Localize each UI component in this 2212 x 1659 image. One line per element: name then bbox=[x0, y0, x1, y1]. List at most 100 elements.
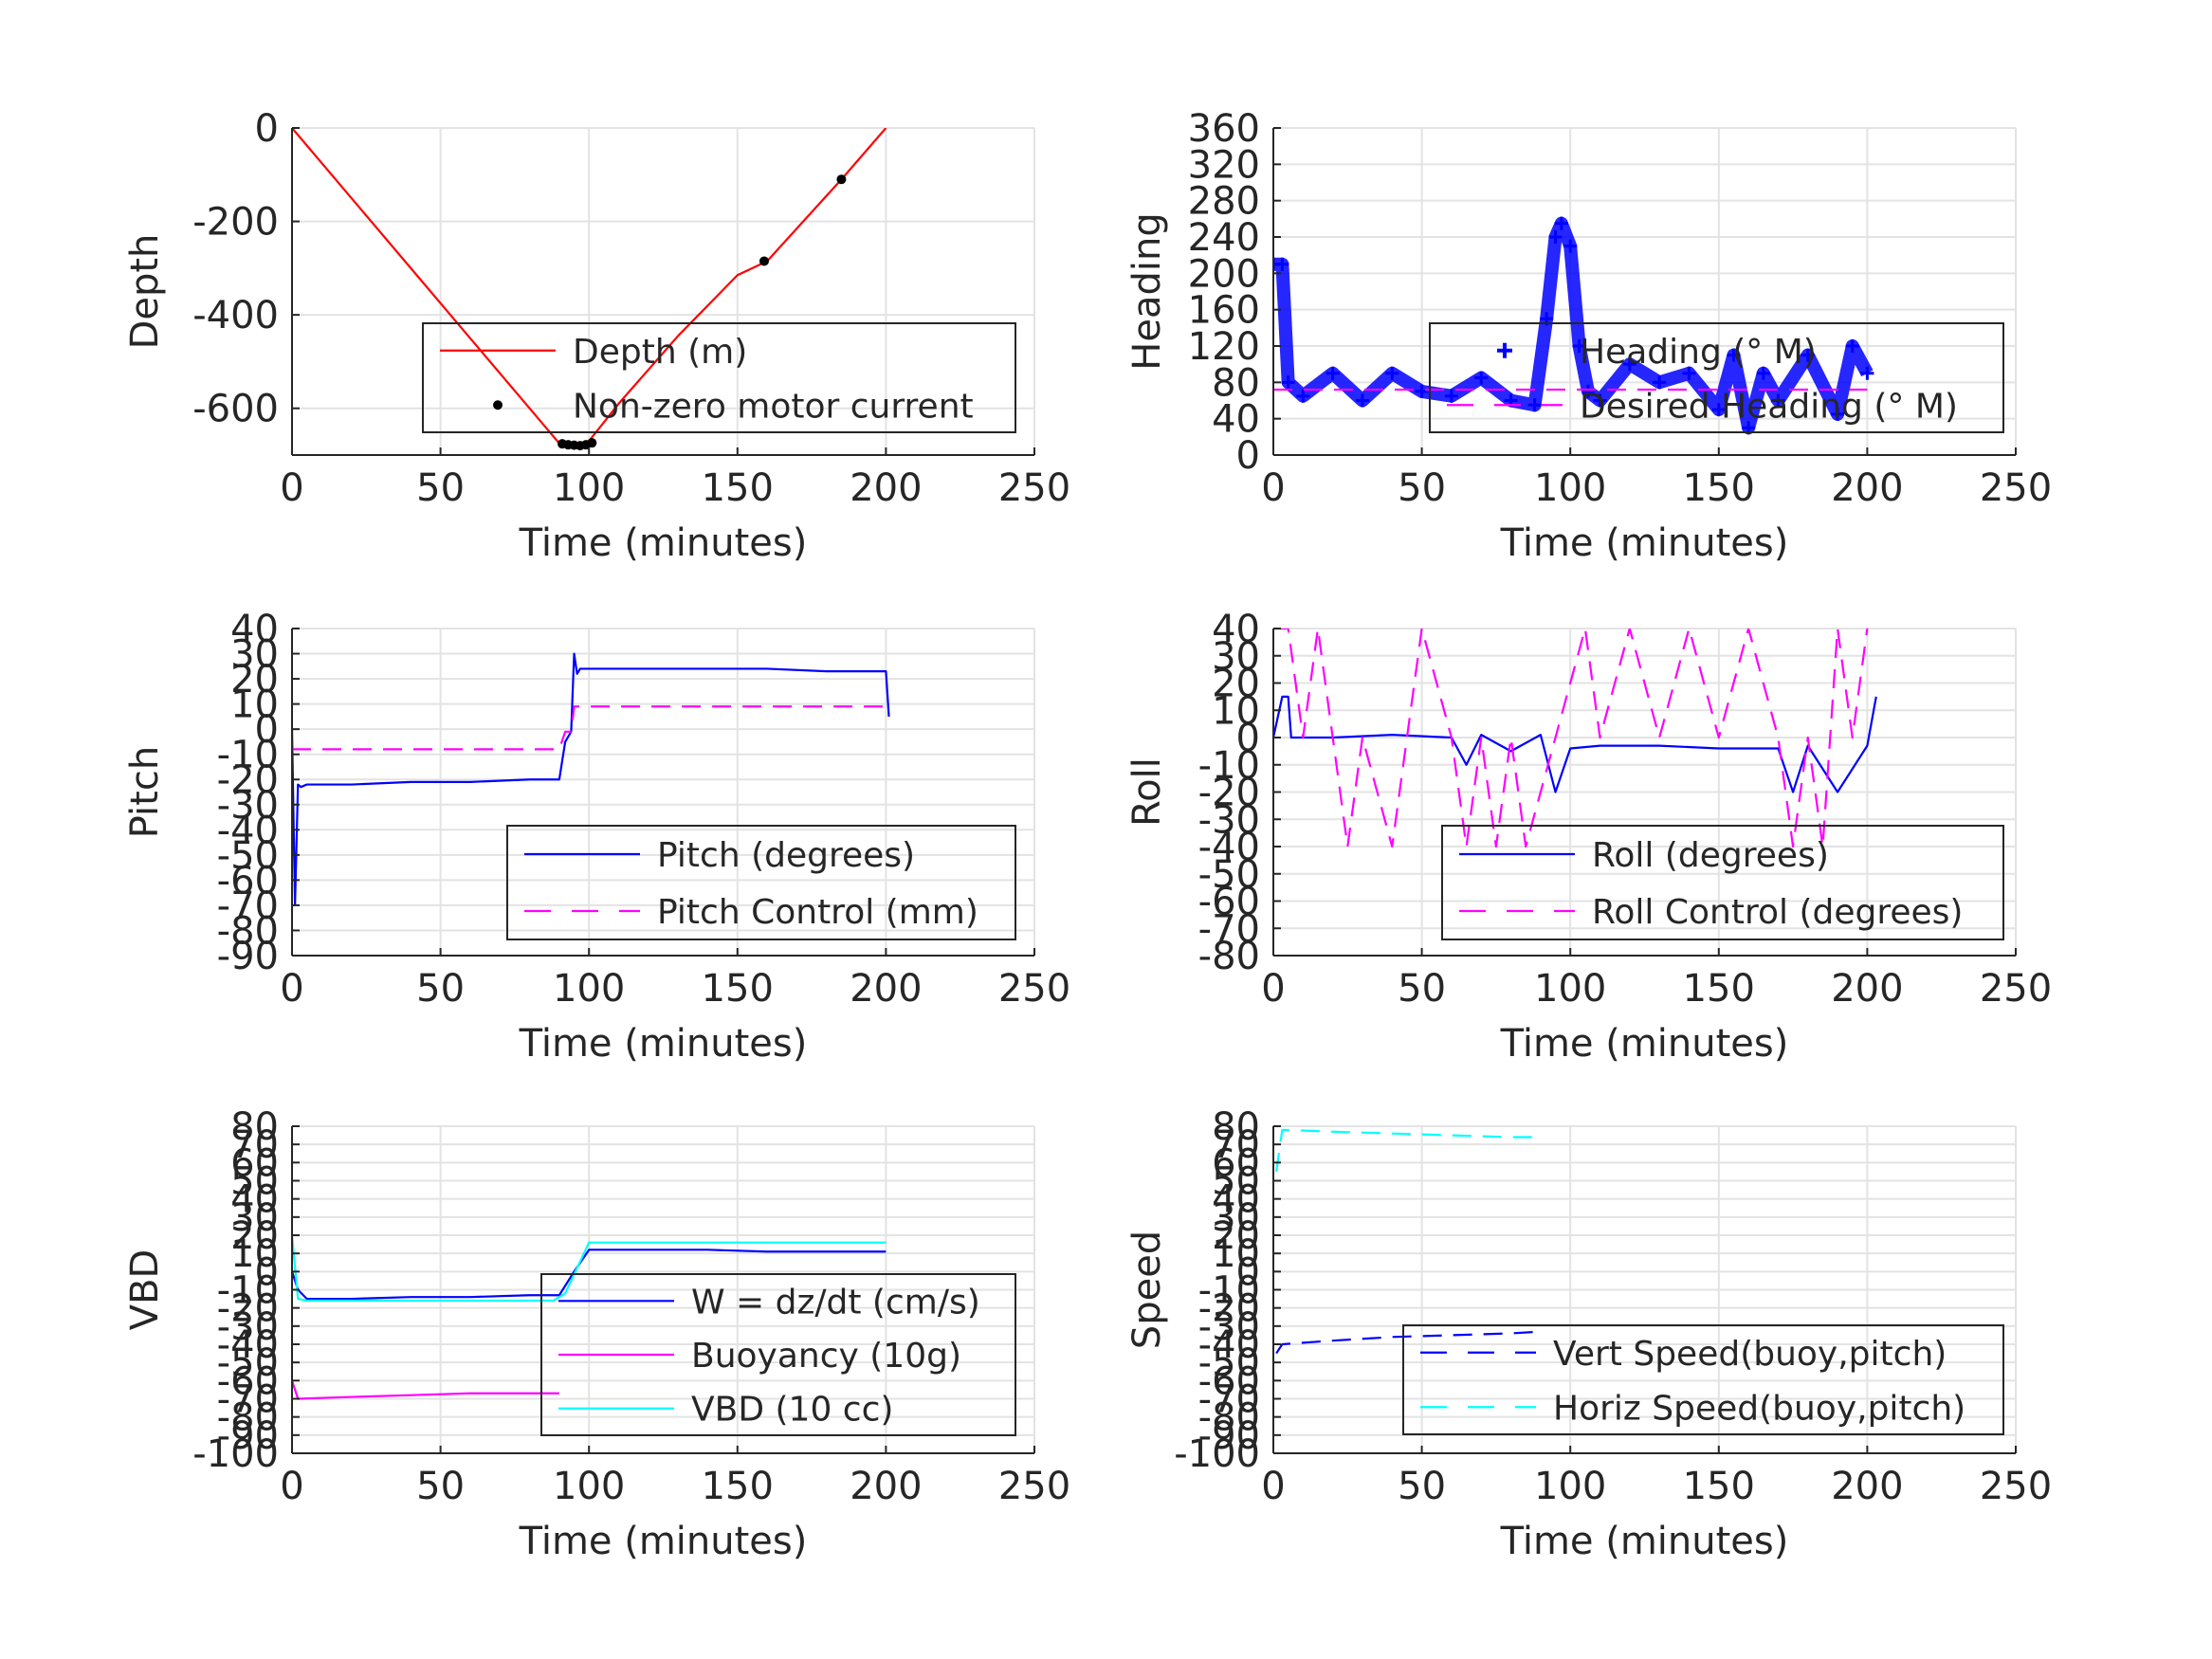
y-tick-label: -40 bbox=[1198, 1323, 1260, 1367]
plus-marker bbox=[1355, 393, 1369, 408]
y-axis-label: Depth bbox=[123, 234, 167, 350]
y-tick-label: -100 bbox=[192, 1432, 279, 1476]
y-tick-label: -40 bbox=[217, 809, 279, 852]
y-tick-label: -90 bbox=[217, 935, 279, 978]
x-tick-label: 50 bbox=[416, 466, 465, 510]
x-tick-label: 50 bbox=[1398, 466, 1446, 510]
series-group bbox=[292, 652, 890, 907]
y-axis-label: Pitch bbox=[123, 746, 167, 838]
y-tick-label: 40 bbox=[230, 608, 279, 651]
y-tick-label: -10 bbox=[1198, 1269, 1260, 1313]
x-tick-label: 200 bbox=[1831, 1465, 1903, 1508]
x-axis-label: Time (minutes) bbox=[1500, 1520, 1789, 1563]
y-tick-label: -20 bbox=[217, 758, 279, 802]
chart-panel-depth: 0 50 100 150 200 250 0 -200 -400 -600 Time (minute… bbox=[123, 107, 1070, 565]
x-tick-label: 50 bbox=[1398, 967, 1446, 1011]
series-group bbox=[1275, 1128, 1541, 1355]
y-tick-label: 0 bbox=[1236, 717, 1260, 760]
x-tick-label: 150 bbox=[1683, 967, 1755, 1011]
series-line bbox=[292, 652, 890, 907]
y-tick-label: -70 bbox=[1198, 907, 1260, 951]
plus-marker bbox=[1593, 393, 1607, 408]
data-point bbox=[587, 438, 597, 448]
y-tick-label: -30 bbox=[217, 1305, 279, 1349]
y-tick-label: 80 bbox=[1212, 361, 1260, 405]
y-tick-label: -80 bbox=[217, 909, 279, 953]
y-tick-label: -60 bbox=[217, 1359, 279, 1403]
data-point bbox=[759, 256, 769, 266]
plus-marker bbox=[1682, 366, 1696, 380]
y-tick-label: -50 bbox=[1198, 1341, 1260, 1385]
y-tick-label: 10 bbox=[230, 684, 279, 727]
y-tick-label: 0 bbox=[1236, 1250, 1260, 1294]
x-axis-label: Time (minutes) bbox=[1500, 521, 1789, 565]
legend-label: Pitch (degrees) bbox=[657, 836, 915, 875]
x-axis-label: Time (minutes) bbox=[1500, 1022, 1789, 1066]
series-line bbox=[1273, 629, 1869, 848]
y-tick-label: -50 bbox=[217, 1341, 279, 1385]
y-tick-label: -200 bbox=[192, 201, 279, 245]
plus-marker bbox=[1860, 366, 1874, 380]
data-point bbox=[836, 174, 847, 185]
series-line bbox=[1275, 1330, 1541, 1355]
x-tick-label: 50 bbox=[1398, 1465, 1446, 1508]
plus-marker bbox=[1711, 403, 1726, 417]
y-tick-label: -50 bbox=[217, 834, 279, 878]
legend-label: Vert Speed(buoy,pitch) bbox=[1553, 1335, 1947, 1374]
plus-marker bbox=[1801, 348, 1815, 362]
x-tick-label: 100 bbox=[553, 1465, 625, 1508]
x-tick-label: 250 bbox=[1980, 1465, 2052, 1508]
x-tick-label: 200 bbox=[1831, 967, 1903, 1011]
plus-marker bbox=[1771, 393, 1785, 408]
y-tick-label: -10 bbox=[1198, 744, 1260, 788]
chart-panel-vbd: 0 50 100 150 200 25080706050403020100-10-20-3… bbox=[123, 1105, 1070, 1563]
x-tick-label: 100 bbox=[553, 967, 625, 1011]
x-tick-label: 0 bbox=[1261, 466, 1285, 510]
plus-marker bbox=[1296, 389, 1310, 403]
plus-marker bbox=[1563, 239, 1578, 253]
y-tick-label: -400 bbox=[192, 294, 279, 337]
legend-label: Buoyancy (10g) bbox=[691, 1337, 961, 1376]
plus-marker bbox=[1831, 407, 1845, 421]
legend-label: Roll (degrees) bbox=[1592, 836, 1829, 875]
legend-box bbox=[1441, 825, 2004, 940]
y-tick-label: -50 bbox=[1198, 853, 1260, 897]
y-tick-label: 40 bbox=[1212, 608, 1260, 651]
y-tick-label: -20 bbox=[1198, 1287, 1260, 1331]
y-tick-label: 280 bbox=[1188, 180, 1260, 224]
plus-marker bbox=[1622, 357, 1636, 372]
y-tick-label: -90 bbox=[1198, 1414, 1260, 1458]
y-axis-label: Roll bbox=[1125, 757, 1169, 827]
plus-marker bbox=[1653, 375, 1667, 390]
y-axis-label: Heading bbox=[1125, 212, 1169, 370]
x-tick-label: 150 bbox=[702, 1465, 774, 1508]
y-tick-label: -90 bbox=[217, 1414, 279, 1458]
x-tick-label: 250 bbox=[998, 466, 1070, 510]
series-line bbox=[292, 705, 887, 751]
x-tick-label: 50 bbox=[416, 1465, 465, 1508]
legend-label: Depth (m) bbox=[573, 333, 747, 372]
y-tick-label: 10 bbox=[230, 1232, 279, 1276]
legend-marker bbox=[1497, 342, 1512, 358]
series-group bbox=[1273, 629, 1877, 848]
x-axis-label: Time (minutes) bbox=[519, 1022, 808, 1066]
y-tick-label: 30 bbox=[230, 633, 279, 677]
plus-marker bbox=[1415, 384, 1429, 398]
legend-label: Horiz Speed(buoy,pitch) bbox=[1553, 1389, 1965, 1428]
y-tick-label: -60 bbox=[1198, 881, 1260, 924]
legend-label: Heading (° M) bbox=[1580, 333, 1817, 372]
x-tick-label: 0 bbox=[1261, 1465, 1285, 1508]
legend: W = dz/dt (cm/s) Buoyancy (10g) VBD (10 cc… bbox=[540, 1273, 1016, 1436]
y-tick-label: 0 bbox=[255, 1250, 279, 1294]
x-tick-label: 150 bbox=[702, 466, 774, 510]
y-tick-label: 30 bbox=[1212, 1196, 1260, 1240]
plus-marker bbox=[1572, 339, 1586, 353]
legend-label: Desired Heading (° M) bbox=[1580, 387, 1958, 426]
x-tick-label: 0 bbox=[1261, 967, 1285, 1011]
y-tick-label: 20 bbox=[230, 1214, 279, 1258]
y-tick-label: 60 bbox=[1212, 1141, 1260, 1185]
y-tick-label: 40 bbox=[1212, 398, 1260, 442]
x-tick-label: 0 bbox=[280, 967, 303, 1011]
y-tick-label: 20 bbox=[1212, 1214, 1260, 1258]
y-tick-label: -80 bbox=[1198, 1396, 1260, 1440]
